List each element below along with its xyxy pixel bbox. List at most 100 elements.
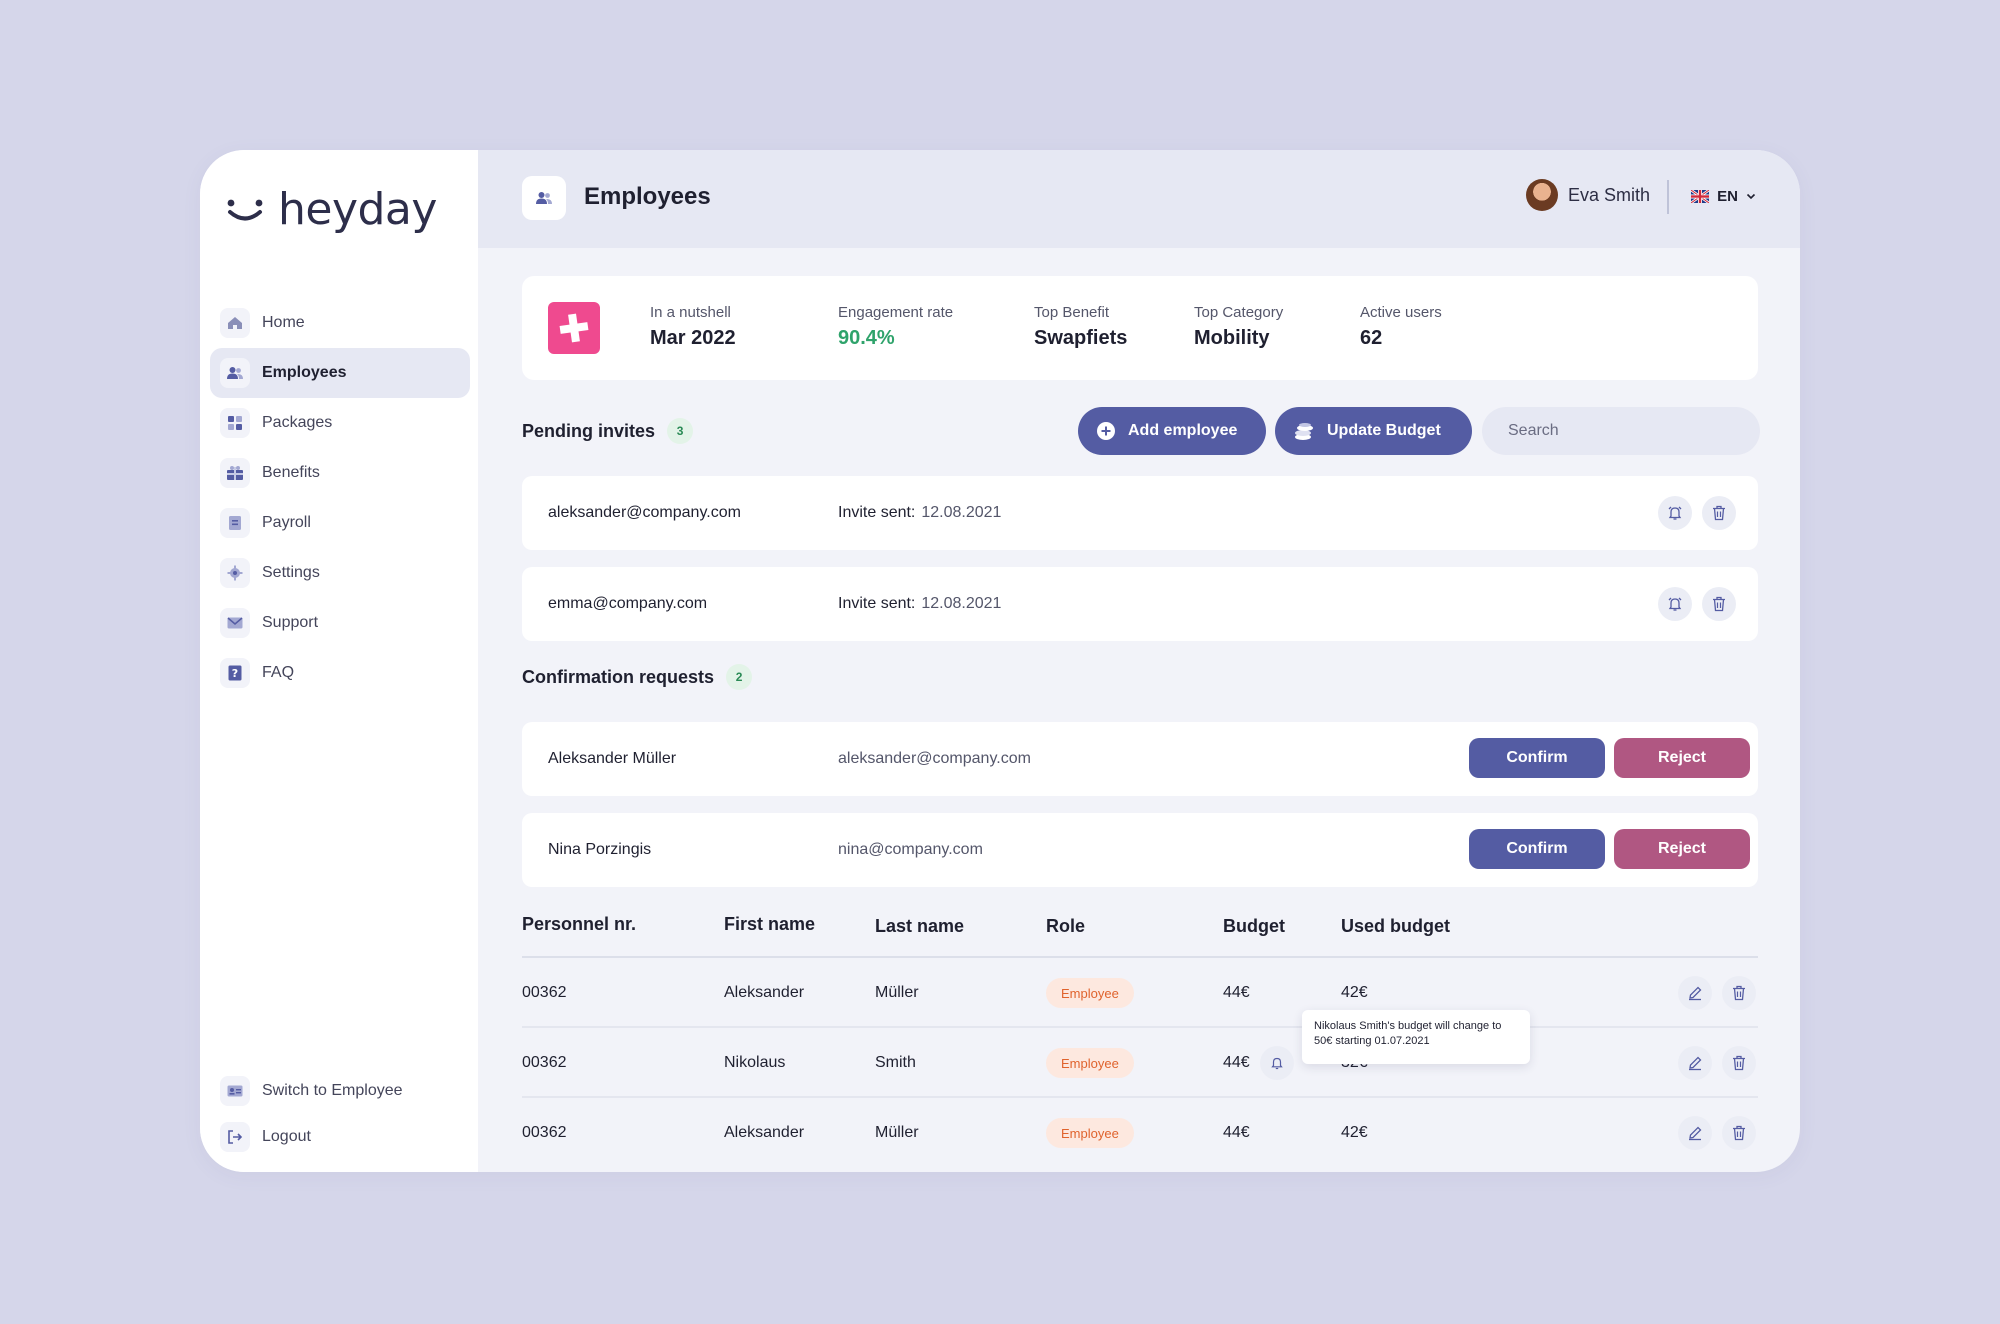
confirmation-count-badge: 2 [726, 664, 753, 690]
trash-icon [1733, 985, 1745, 1001]
column-header-used-budget[interactable]: Used budget [1341, 916, 1451, 936]
table-header-divider [522, 956, 1758, 958]
remind-button[interactable] [1658, 587, 1692, 621]
grid-icon [220, 408, 250, 438]
sidebar-nav: Home Employees Packages Benefits [210, 298, 470, 698]
table-row[interactable]: 00362 Aleksander Müller Employee 44€ 42€ [522, 958, 1758, 1028]
confirmation-request-row: Nina Porzingis nina@company.com Confirm … [522, 813, 1758, 887]
role-badge: Employee [1046, 1048, 1134, 1078]
column-header-personnel[interactable]: Personnel nr. [522, 914, 637, 934]
remind-button[interactable] [1658, 496, 1692, 530]
home-icon [220, 308, 250, 338]
section-title-text: Pending invites [522, 420, 656, 441]
cell-first-name: Aleksander [724, 1124, 805, 1141]
sidebar-item-support[interactable]: Support [210, 598, 470, 648]
update-budget-label: Update Budget [1327, 422, 1441, 439]
sidebar-item-label: Benefits [262, 464, 320, 481]
reject-button[interactable]: Reject [1614, 738, 1750, 778]
cell-last-name: Müller [875, 984, 919, 1001]
brand-name: heyday [278, 184, 437, 235]
trash-icon [1733, 1125, 1745, 1141]
switch-to-employee-label: Switch to Employee [262, 1082, 403, 1099]
trash-icon [1713, 505, 1725, 521]
add-employee-button[interactable]: Add employee [1078, 407, 1266, 455]
cell-budget: 44€ [1223, 984, 1250, 1001]
column-header-role[interactable]: Role [1046, 916, 1086, 936]
brand-logo[interactable]: heyday [226, 184, 437, 235]
role-badge: Employee [1046, 1118, 1134, 1148]
trash-icon [1713, 596, 1725, 612]
pending-invite-row: aleksander@company.com Invite sent: 12.08… [522, 476, 1758, 550]
edit-button[interactable] [1678, 976, 1712, 1010]
delete-button[interactable] [1722, 1046, 1756, 1080]
role-badge: Employee [1046, 978, 1134, 1008]
sidebar-item-label: Payroll [262, 514, 311, 531]
sidebar-item-home[interactable]: Home [210, 298, 470, 348]
sidebar-item-packages[interactable]: Packages [210, 398, 470, 448]
stat-label: Top Category [1194, 304, 1284, 321]
sidebar: heyday Home Employees Packages [200, 150, 478, 1172]
sidebar-item-label: Home [262, 314, 305, 331]
sidebar-item-benefits[interactable]: Benefits [210, 448, 470, 498]
column-header-budget[interactable]: Budget [1223, 916, 1285, 936]
sidebar-item-faq[interactable]: ? FAQ [210, 648, 470, 698]
delete-button[interactable] [1702, 587, 1736, 621]
column-header-first-name[interactable]: First name [724, 914, 816, 934]
pencil-icon [1689, 1056, 1702, 1071]
request-name: Nina Porzingis [548, 841, 652, 858]
confirm-button[interactable]: Confirm [1469, 829, 1605, 869]
sidebar-item-employees[interactable]: Employees [210, 348, 470, 398]
coins-icon [1293, 420, 1315, 442]
stats-card: In a nutshell Mar 2022 Engagement rate 9… [522, 276, 1758, 380]
delete-button[interactable] [1722, 976, 1756, 1010]
svg-text:?: ? [232, 667, 238, 680]
cell-personnel: 00362 [522, 1124, 567, 1141]
switch-to-employee-button[interactable]: Switch to Employee [210, 1068, 470, 1114]
confirmation-requests-title: Confirmation requests 2 [522, 664, 753, 690]
cell-first-name: Aleksander [724, 984, 805, 1001]
user-name: Eva Smith [1567, 184, 1650, 205]
confirm-button[interactable]: Confirm [1469, 738, 1605, 778]
budget-change-bell-button[interactable] [1260, 1046, 1294, 1080]
question-icon: ? [220, 658, 250, 688]
sidebar-item-label: FAQ [262, 664, 295, 681]
sidebar-item-settings[interactable]: Settings [210, 548, 470, 598]
table-row[interactable]: 00362 Aleksander Müller Employee 44€ 42€ [522, 1098, 1758, 1168]
bell-icon [1271, 1057, 1283, 1070]
page-title: Employees [584, 183, 711, 210]
stat-value: 62 [1360, 327, 1383, 349]
language-selector[interactable]: EN [1690, 187, 1756, 205]
cell-first-name: Nikolaus [724, 1054, 786, 1071]
edit-button[interactable] [1678, 1116, 1712, 1150]
cell-used-budget: 42€ [1341, 984, 1368, 1001]
delete-button[interactable] [1722, 1116, 1756, 1150]
stat-top-category: Top Category Mobility [1194, 304, 1283, 350]
sidebar-item-payroll[interactable]: Payroll [210, 498, 470, 548]
column-header-last-name[interactable]: Last name [875, 916, 965, 936]
table-row[interactable]: 00362 Nikolaus Smith Employee 44€ 32€ [522, 1028, 1758, 1098]
budget-change-tooltip: Nikolaus Smith's budget will change to 5… [1302, 1010, 1530, 1064]
confirmation-request-row: Aleksander Müller aleksander@company.com… [522, 722, 1758, 796]
header-divider [1667, 180, 1669, 214]
invite-sent-label: Invite sent: [838, 504, 916, 521]
reject-button[interactable]: Reject [1614, 829, 1750, 869]
update-budget-button[interactable]: Update Budget [1275, 407, 1472, 455]
stat-label: In a nutshell [650, 304, 731, 321]
avatar [1525, 179, 1558, 211]
search-input[interactable] [1482, 407, 1760, 455]
stat-top-benefit: Top Benefit Swapfiets [1034, 304, 1127, 350]
cell-used-budget: 42€ [1341, 1124, 1368, 1141]
users-icon [220, 358, 250, 388]
gift-icon [220, 458, 250, 488]
edit-button[interactable] [1678, 1046, 1712, 1080]
section-title-text: Confirmation requests [522, 666, 715, 687]
pencil-icon [1689, 1126, 1702, 1141]
sidebar-item-label: Packages [262, 414, 333, 431]
user-menu[interactable]: Eva Smith [1525, 179, 1650, 211]
stat-nutshell: In a nutshell Mar 2022 [650, 304, 736, 350]
cell-last-name: Smith [875, 1054, 916, 1071]
logout-button[interactable]: Logout [210, 1114, 470, 1160]
delete-button[interactable] [1702, 496, 1736, 530]
top-header: Employees Eva Smith EN [478, 150, 1800, 248]
logout-label: Logout [262, 1128, 311, 1145]
